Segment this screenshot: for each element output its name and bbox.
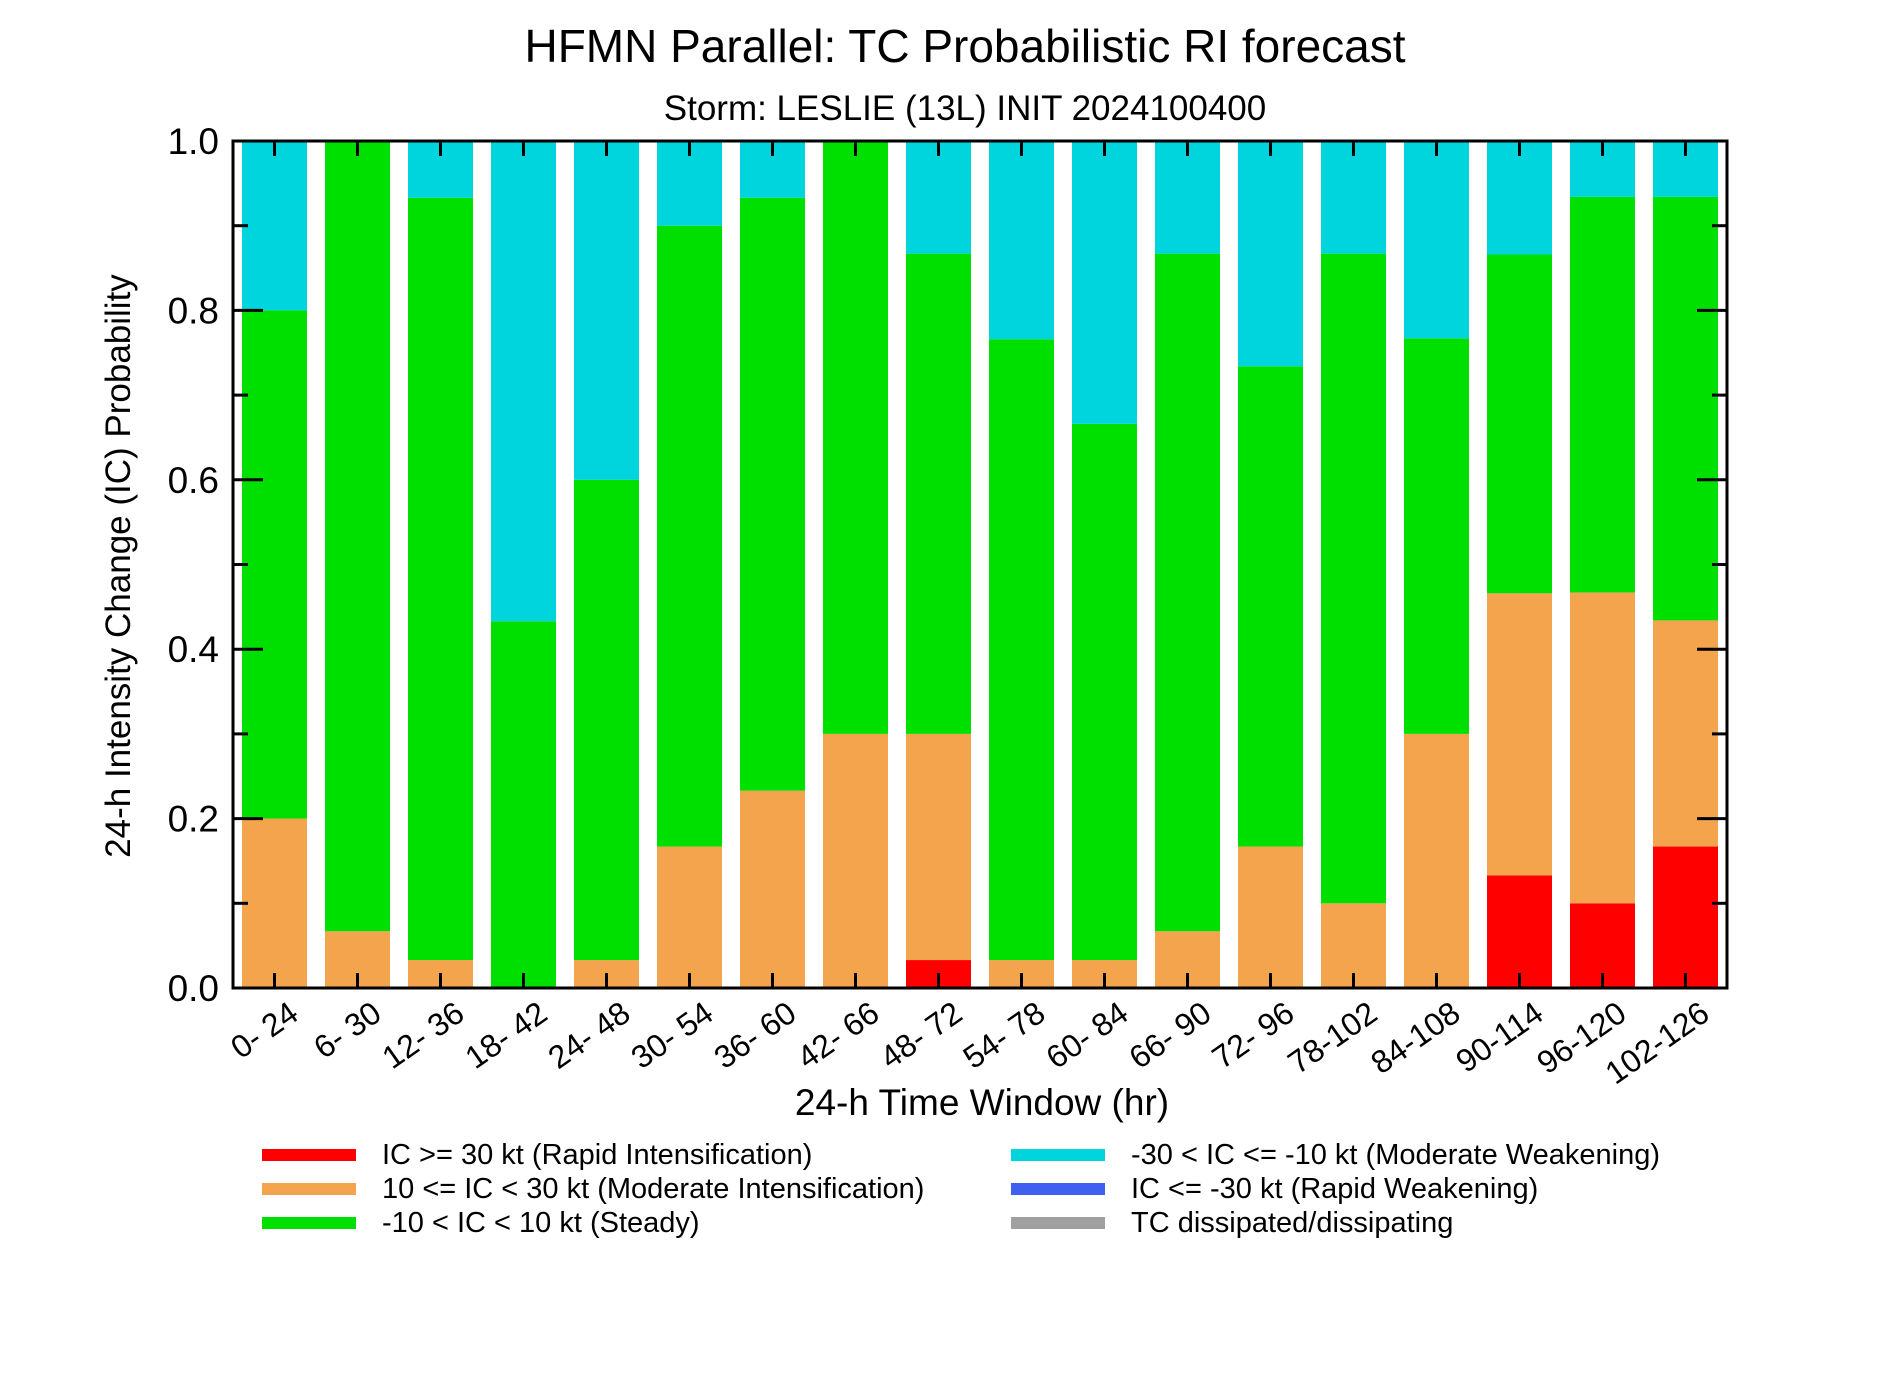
bar-segment-17-2	[1653, 196, 1718, 621]
chart-title: HFMN Parallel: TC Probabilistic RI forec…	[524, 20, 1405, 72]
x-tick-label: 30- 54	[625, 994, 720, 1076]
legend-label: TC dissipated/dissipating	[1131, 1206, 1454, 1239]
legend-label: IC >= 30 kt (Rapid Intensification)	[382, 1138, 813, 1171]
bar-segment-12-1	[1238, 846, 1303, 988]
bar-segment-9-3	[989, 141, 1054, 340]
x-tick-label: 54- 78	[957, 994, 1052, 1076]
bar-segment-2-2	[408, 197, 473, 961]
bar-segment-8-1	[906, 733, 971, 961]
legend-item: -30 < IC <= -10 kt (Moderate Weakening)	[1011, 1138, 1660, 1172]
bar-segment-8-2	[906, 253, 971, 734]
bar-segment-15-3	[1487, 141, 1552, 255]
legend-item: -10 < IC < 10 kt (Steady)	[262, 1206, 700, 1240]
bar-segment-1-2	[325, 141, 390, 932]
y-tick-label: 1.0	[168, 121, 219, 162]
bar-segment-7-2	[823, 141, 888, 734]
bar-segment-0-1	[242, 818, 307, 988]
bar-segment-9-2	[989, 339, 1054, 961]
legend-swatch	[262, 1149, 356, 1161]
x-tick-label: 18- 42	[459, 994, 554, 1076]
bar-segment-14-3	[1404, 141, 1469, 339]
y-axis-label: 24-h Intensity Change (IC) Probability	[99, 274, 138, 858]
legend-label: -30 < IC <= -10 kt (Moderate Weakening)	[1131, 1138, 1660, 1171]
legend-swatch	[1011, 1149, 1105, 1161]
bar-segment-4-2	[574, 479, 639, 961]
y-tick-label: 0.6	[168, 460, 219, 501]
bar-segment-10-3	[1072, 141, 1137, 424]
bar-segment-17-1	[1653, 620, 1718, 847]
bar-segment-13-3	[1321, 141, 1386, 254]
x-tick-label: 0- 24	[224, 994, 304, 1065]
legend-swatch	[1011, 1217, 1105, 1229]
bar-segment-13-2	[1321, 253, 1386, 904]
legend-item: TC dissipated/dissipating	[1011, 1206, 1453, 1240]
x-tick-label: 66- 90	[1123, 994, 1218, 1076]
bar-segment-11-3	[1155, 141, 1220, 254]
x-tick-label: 12- 36	[376, 994, 471, 1076]
bar-segment-3-2	[491, 621, 556, 988]
bar-segment-15-0	[1487, 875, 1552, 988]
bars-layer	[242, 140, 1718, 988]
bar-segment-5-1	[657, 846, 722, 988]
bar-segment-14-2	[1404, 338, 1469, 734]
legend-item: 10 <= IC < 30 kt (Moderate Intensificati…	[262, 1172, 924, 1206]
legend-swatch	[1011, 1183, 1105, 1195]
x-tick-label: 42- 66	[791, 994, 886, 1076]
bar-segment-7-1	[823, 733, 888, 988]
legend-label: IC <= -30 kt (Rapid Weakening)	[1131, 1172, 1539, 1205]
x-tick-label: 72- 96	[1206, 994, 1301, 1076]
bar-segment-15-1	[1487, 593, 1552, 876]
bar-segment-11-2	[1155, 253, 1220, 932]
bar-segment-3-3	[491, 141, 556, 622]
legend-label: 10 <= IC < 30 kt (Moderate Intensificati…	[382, 1172, 925, 1205]
x-tick-label: 60- 84	[1040, 994, 1135, 1076]
x-tick-label: 24- 48	[542, 994, 637, 1076]
bar-segment-6-1	[740, 790, 805, 988]
x-tick-label: 78-102	[1281, 994, 1383, 1081]
y-tick-label: 0.8	[168, 290, 219, 331]
x-tick-label: 90-114	[1449, 994, 1549, 1079]
bar-segment-12-3	[1238, 140, 1303, 367]
x-tick-label: 6- 30	[307, 994, 387, 1065]
bar-segment-10-2	[1072, 423, 1137, 961]
bar-segment-0-3	[242, 141, 307, 311]
bar-segment-4-3	[574, 141, 639, 480]
x-axis-label: 24-h Time Window (hr)	[795, 1082, 1169, 1123]
legend-label: -10 < IC < 10 kt (Steady)	[382, 1206, 700, 1239]
legend-swatch	[262, 1183, 356, 1195]
bar-segment-15-2	[1487, 254, 1552, 594]
bar-segment-8-3	[906, 141, 971, 254]
x-tick-label: 36- 60	[708, 994, 803, 1076]
chart-legend: IC >= 30 kt (Rapid Intensification) 10 <=…	[0, 1138, 1900, 1268]
y-tick-label: 0.0	[168, 968, 219, 1009]
bar-segment-16-2	[1570, 196, 1635, 593]
chart-subtitle: Storm: LESLIE (13L) INIT 2024100400	[664, 89, 1267, 128]
legend-swatch	[262, 1217, 356, 1229]
y-tick-label: 0.2	[168, 799, 219, 840]
bar-segment-6-2	[740, 197, 805, 791]
bar-segment-14-1	[1404, 733, 1469, 988]
bar-segment-0-2	[242, 310, 307, 819]
x-tick-label: 48- 72	[874, 994, 969, 1076]
bar-segment-5-2	[657, 225, 722, 847]
bar-segment-12-2	[1238, 366, 1303, 847]
legend-item: IC >= 30 kt (Rapid Intensification)	[262, 1138, 812, 1172]
bar-segment-16-1	[1570, 592, 1635, 904]
x-tick-label: 84-108	[1364, 994, 1466, 1081]
bar-segment-17-0	[1653, 846, 1718, 988]
legend-item: IC <= -30 kt (Rapid Weakening)	[1011, 1172, 1538, 1206]
y-tick-label: 0.4	[168, 629, 219, 670]
